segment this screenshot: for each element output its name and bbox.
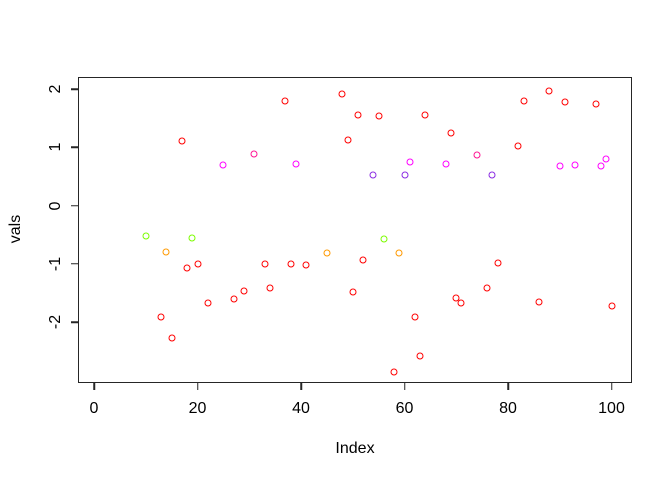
data-point [520, 97, 528, 105]
data-point [178, 137, 186, 145]
data-point [142, 232, 150, 240]
x-axis-tick [93, 383, 95, 390]
x-axis-tick [507, 383, 509, 390]
data-point [349, 288, 357, 296]
data-point [230, 295, 238, 303]
data-point [240, 287, 248, 295]
data-point [514, 142, 522, 149]
data-point [338, 90, 346, 98]
y-axis-tick [71, 321, 78, 323]
data-point [344, 136, 352, 144]
data-point [457, 299, 465, 307]
y-axis-tick [71, 204, 78, 207]
data-point [416, 352, 424, 360]
data-point [250, 150, 258, 158]
data-point [162, 248, 170, 256]
x-axis-tick-label: 40 [292, 400, 310, 417]
x-axis-tick [403, 383, 406, 390]
x-axis-tick-label: 80 [499, 400, 517, 417]
data-point [287, 260, 295, 268]
data-point [354, 111, 362, 119]
data-point [608, 302, 615, 310]
y-axis-tick-label: -1 [47, 256, 64, 271]
data-point [473, 151, 481, 159]
data-point [571, 161, 579, 169]
data-point [447, 129, 455, 137]
data-point [494, 259, 502, 267]
data-point [194, 260, 201, 268]
data-point [375, 112, 383, 120]
data-point [592, 100, 600, 108]
data-point [411, 313, 419, 321]
y-axis-tick-label: 1 [47, 142, 64, 152]
plot-area [78, 77, 632, 383]
data-point [359, 256, 367, 264]
x-axis-tick [196, 383, 199, 390]
data-point [380, 235, 388, 243]
y-axis-tick-label: 2 [47, 84, 64, 94]
x-axis-tick [610, 383, 613, 390]
data-point [369, 171, 377, 179]
data-point [266, 284, 274, 292]
data-point [183, 264, 191, 272]
data-point [281, 97, 289, 105]
x-axis-tick-label: 60 [395, 400, 414, 417]
x-axis-tick [300, 383, 302, 390]
y-axis-tick [71, 146, 78, 148]
data-point [545, 87, 553, 95]
data-point [406, 158, 414, 166]
y-axis-tick-label: 0 [47, 201, 64, 210]
y-axis-tick [71, 263, 78, 265]
data-point [292, 160, 300, 168]
data-point [488, 171, 496, 179]
data-point [535, 298, 543, 306]
data-point [442, 160, 450, 168]
data-point [302, 261, 310, 269]
data-point [188, 234, 196, 242]
x-axis-tick-label: 100 [598, 400, 625, 417]
data-point [421, 111, 429, 119]
data-point [204, 299, 212, 307]
data-point [261, 260, 269, 268]
data-point [157, 313, 165, 321]
data-point [561, 98, 569, 106]
data-point [390, 368, 398, 375]
data-point [597, 162, 605, 170]
data-point [401, 171, 408, 179]
data-point [556, 162, 564, 170]
y-axis-tick-label: -2 [47, 314, 64, 330]
x-axis-tick-label: 20 [188, 400, 207, 417]
data-point [602, 155, 610, 163]
y-axis-title: vals [7, 214, 24, 244]
data-point [452, 294, 460, 302]
x-axis-title: Index [335, 440, 375, 457]
data-point [395, 249, 403, 257]
data-point [323, 249, 331, 257]
data-point [168, 334, 176, 342]
data-point [219, 161, 227, 169]
data-point [483, 284, 491, 292]
y-axis-tick [71, 88, 78, 90]
x-axis-tick-label: 0 [89, 400, 99, 417]
